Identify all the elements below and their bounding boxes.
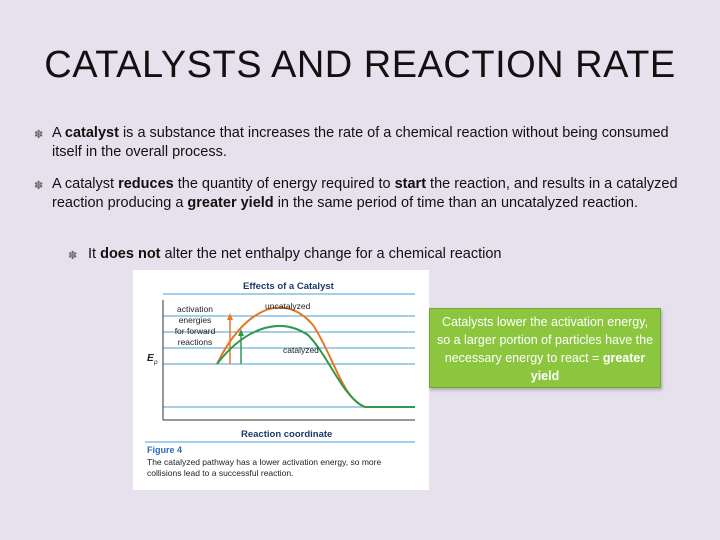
- bullet-catalyst-effect: ✽ A catalyst reduces the quantity of ene…: [34, 175, 694, 213]
- arrow-head-icon: [227, 313, 233, 320]
- uncatalyzed-curve: [216, 306, 415, 408]
- figure-heading: Effects of a Catalyst: [243, 281, 335, 292]
- x-axis-label: Reaction coordinate: [241, 429, 332, 440]
- catalyzed-curve: [216, 325, 415, 408]
- caption-line-1: The catalyzed pathway has a lower activa…: [147, 457, 381, 467]
- page-title: CATALYSTS AND REACTION RATE: [44, 44, 676, 86]
- bullet-catalyst-definition: ✽ A catalyst is a substance that increas…: [34, 124, 694, 162]
- bullet-text: A catalyst reduces the quantity of energ…: [52, 176, 678, 211]
- bullet-marker-icon: ✽: [34, 129, 44, 141]
- label-catalyzed: catalyzed: [283, 345, 319, 355]
- y-axis-label: E: [147, 353, 154, 364]
- bullet-marker-icon: ✽: [68, 250, 78, 262]
- bullet-marker-icon: ✽: [34, 180, 44, 192]
- sub-bullet-enthalpy: ✽ It does not alter the net enthalpy cha…: [68, 245, 688, 264]
- catalyst-callout-box: Catalysts lower the activation energy, s…: [429, 308, 661, 388]
- label-activation-line3: for forward: [175, 326, 216, 336]
- y-axis-label-subscript: p: [153, 359, 158, 366]
- catalyst-energy-figure: Effects of a Catalyst activation energie…: [133, 270, 429, 490]
- caption-line-2: collisions lead to a successful reaction…: [147, 468, 293, 478]
- energy-diagram: Effects of a Catalyst activation energie…: [145, 281, 415, 478]
- bullet-text: A catalyst is a substance that increases…: [52, 125, 669, 160]
- label-activation-line2: energies: [179, 315, 212, 325]
- label-activation-line1: activation: [177, 304, 213, 314]
- arrow-head-icon: [238, 329, 244, 336]
- caption-title: Figure 4: [147, 445, 182, 455]
- label-uncatalyzed: uncatalyzed: [265, 301, 311, 311]
- label-activation-line4: reactions: [178, 337, 213, 347]
- bullet-text: It does not alter the net enthalpy chang…: [88, 246, 502, 262]
